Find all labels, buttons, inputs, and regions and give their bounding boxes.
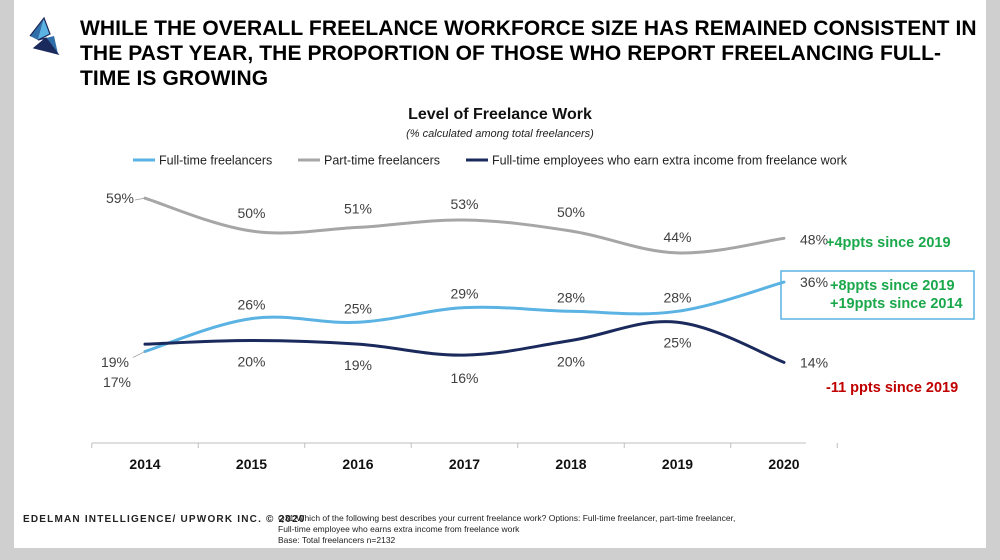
data-label-full-time-freelancers: 17% — [103, 374, 131, 390]
x-tick-label: 2015 — [236, 456, 267, 472]
data-label-full-time-employees: 25% — [663, 334, 691, 350]
annotation-box — [780, 270, 975, 320]
leader-line — [134, 197, 146, 201]
data-label-part-time-freelancers: 48% — [800, 231, 828, 247]
x-tick-label: 2016 — [342, 456, 373, 472]
annotation-full-time: +19ppts since 2014 — [830, 296, 963, 312]
annotation-full-time: +8ppts since 2019 — [830, 278, 955, 294]
data-label-full-time-freelancers: 36% — [800, 274, 828, 290]
slide: WHILE THE OVERALL FREELANCE WORKFORCE SI… — [14, 0, 986, 548]
footer-note-line: Full-time employee who earns extra incom… — [278, 524, 520, 534]
data-label-full-time-freelancers: 25% — [344, 300, 372, 316]
data-label-part-time-freelancers: 59% — [106, 190, 134, 206]
legend-label: Full-time employees who earn extra incom… — [492, 154, 848, 168]
data-label-part-time-freelancers: 50% — [557, 204, 585, 220]
data-label-full-time-employees: 20% — [237, 354, 265, 370]
x-tick-label: 2018 — [555, 456, 586, 472]
x-tick-label: 2017 — [449, 456, 480, 472]
legend-label: Full-time freelancers — [159, 154, 272, 168]
footer-brand: EDELMAN INTELLIGENCE/ UPWORK INC. © 2020 — [23, 514, 306, 525]
legend-label: Part-time freelancers — [324, 154, 440, 168]
footer-note-line: Base: Total freelancers n=2132 — [278, 535, 396, 545]
upwork-logo-icon — [29, 16, 60, 55]
x-tick-label: 2020 — [768, 456, 799, 472]
chart-subtitle: (% calculated among total freelancers) — [406, 128, 594, 140]
data-label-full-time-employees: 20% — [557, 354, 585, 370]
data-label-part-time-freelancers: 50% — [237, 205, 265, 221]
data-label-full-time-employees: 16% — [450, 370, 478, 386]
data-label-full-time-employees: 19% — [344, 357, 372, 373]
data-label-part-time-freelancers: 51% — [344, 200, 372, 216]
series-line-full-time-employees — [143, 320, 786, 364]
chart-title: Level of Freelance Work — [408, 106, 592, 123]
footer-note-line: Q31:Which of the following best describe… — [278, 513, 736, 523]
data-label-full-time-employees: 19% — [101, 354, 129, 370]
leader-line — [132, 351, 146, 358]
series-line-part-time-freelancers — [143, 196, 786, 255]
annotation-part-time: +4ppts since 2019 — [826, 235, 951, 251]
footer-note: Q31:Which of the following best describe… — [278, 513, 778, 546]
data-label-full-time-employees: 14% — [800, 354, 828, 370]
data-label-full-time-freelancers: 28% — [557, 289, 585, 305]
series-line-full-time-freelancers — [143, 280, 786, 353]
x-tick-label: 2014 — [129, 456, 160, 472]
x-tick-label: 2019 — [662, 456, 693, 472]
data-label-full-time-freelancers: 29% — [450, 286, 478, 302]
headline: WHILE THE OVERALL FREELANCE WORKFORCE SI… — [80, 17, 977, 90]
annotation-employees: -11 ppts since 2019 — [826, 380, 958, 396]
data-label-part-time-freelancers: 44% — [663, 229, 691, 245]
data-label-part-time-freelancers: 53% — [450, 196, 478, 212]
data-label-full-time-freelancers: 26% — [237, 297, 265, 313]
data-label-full-time-freelancers: 28% — [663, 289, 691, 305]
